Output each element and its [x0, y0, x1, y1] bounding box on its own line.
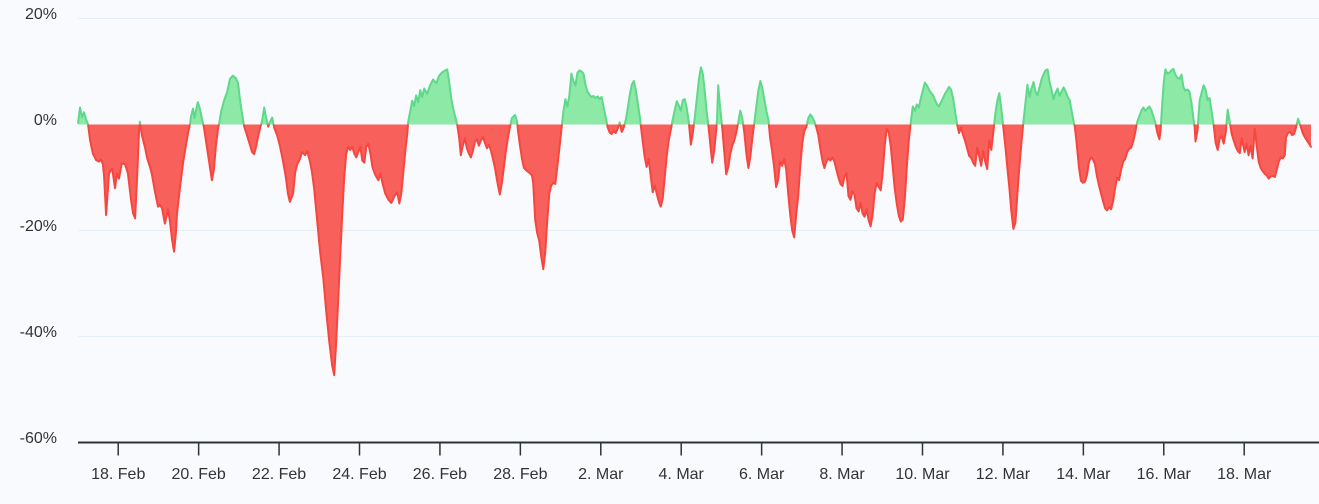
x-tick-label: 26. Feb — [413, 466, 467, 483]
negative-area-fill — [78, 124, 1311, 376]
negative-area-line — [87, 124, 1312, 377]
negative-area-group — [78, 124, 1312, 377]
y-tick-label: -40% — [20, 324, 57, 341]
x-tick-label: 18. Feb — [91, 466, 145, 483]
y-tick-label: -60% — [20, 430, 57, 447]
x-tick-label: 24. Feb — [332, 466, 386, 483]
positive-area-line — [77, 66, 1302, 125]
x-tick-label: 8. Mar — [819, 466, 865, 483]
x-tick-label: 4. Mar — [659, 466, 705, 483]
x-tick-label: 22. Feb — [252, 466, 306, 483]
x-tick-label: 18. Mar — [1217, 466, 1272, 483]
x-tick-label: 28. Feb — [493, 466, 547, 483]
x-tick-label: 12. Mar — [976, 466, 1031, 483]
positive-area-group — [77, 66, 1311, 125]
x-tick-label: 2. Mar — [578, 466, 624, 483]
x-tick-label: 10. Mar — [895, 466, 950, 483]
x-tick-label: 16. Mar — [1137, 466, 1192, 483]
x-tick-label: 20. Feb — [172, 466, 226, 483]
y-tick-label: 0% — [34, 112, 57, 129]
x-tick-label: 14. Mar — [1056, 466, 1111, 483]
y-tick-label: 20% — [25, 6, 57, 23]
y-tick-label: -20% — [20, 218, 57, 235]
x-tick-label: 6. Mar — [739, 466, 785, 483]
